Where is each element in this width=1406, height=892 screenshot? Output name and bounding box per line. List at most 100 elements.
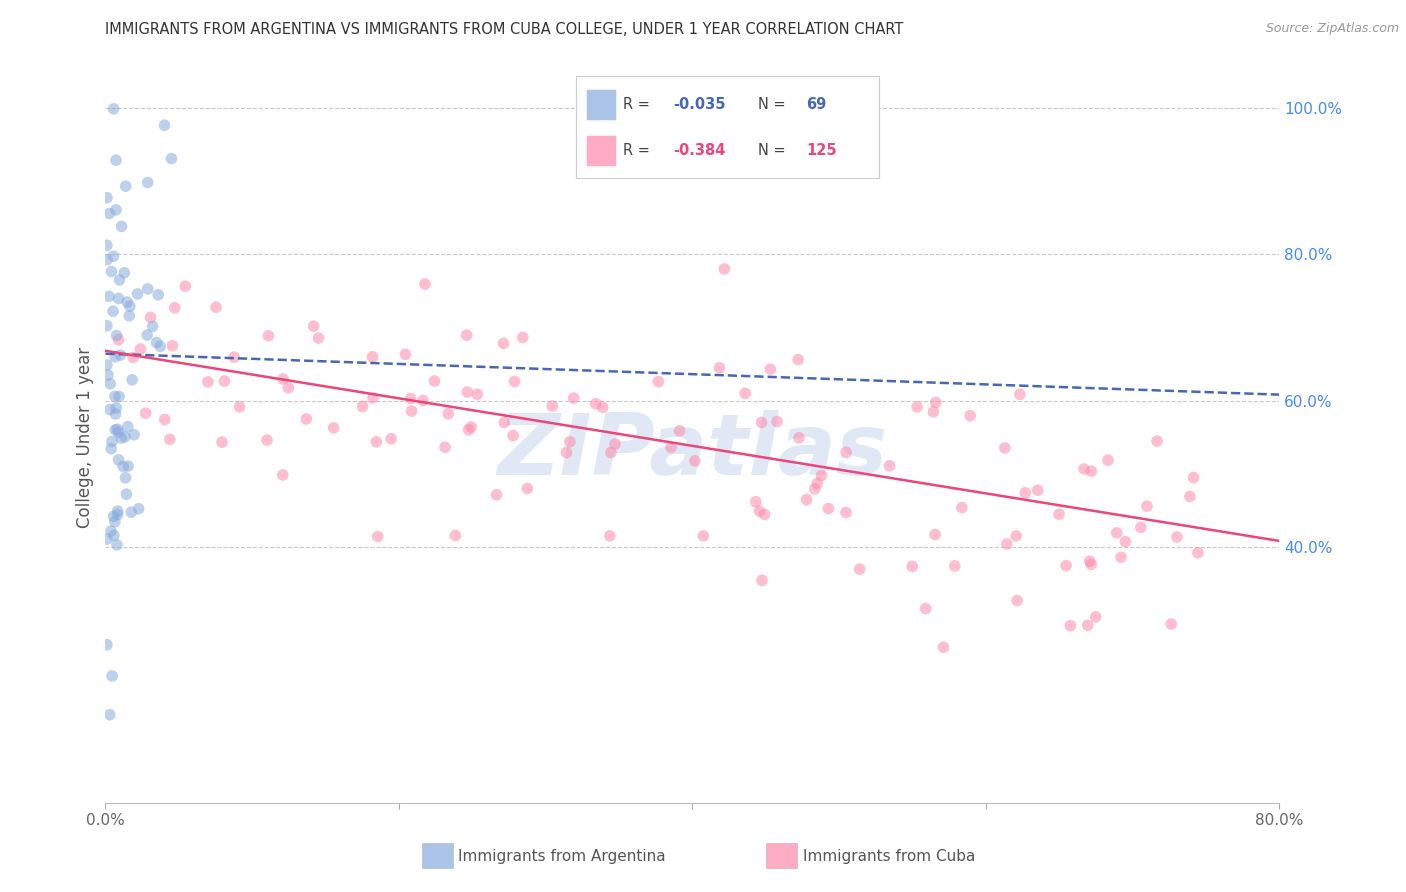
Point [502,428,524,442]
Point [129,342,152,356]
Point [117,419,139,434]
Point [105,202,128,217]
Point [995,537,1018,551]
Point [98,206,121,220]
Point [104,423,127,437]
Point [96,238,118,252]
Point [271,372,294,386]
Point [932,640,955,655]
Point [100,264,122,278]
Point [1105,525,1128,540]
Point [104,389,127,403]
Text: 125: 125 [806,144,837,158]
Point [110,219,132,234]
Point [96,252,118,267]
Point [114,179,136,194]
Point [835,506,858,520]
Point [98,707,121,722]
Point [1182,470,1205,484]
Point [412,393,434,408]
Point [105,401,128,415]
Point [924,527,946,541]
Point [135,406,157,420]
Point [1047,507,1070,521]
Point [96,358,118,372]
Point [136,328,159,343]
Point [114,430,136,444]
Point [512,330,534,344]
Point [136,176,159,190]
FancyBboxPatch shape [585,89,616,120]
Point [599,529,621,543]
Point [592,400,614,414]
Point [943,558,966,573]
Point [585,397,607,411]
Y-axis label: College, Under 1 year: College, Under 1 year [76,346,94,528]
Point [457,423,479,437]
Point [101,304,124,318]
Point [766,415,789,429]
Point [1136,499,1159,513]
Point [1129,520,1152,534]
Point [96,318,118,333]
Point [713,261,735,276]
Point [153,118,176,132]
Point [901,559,924,574]
Point [437,407,460,421]
Point [96,638,118,652]
Point [256,433,278,447]
Point [922,405,945,419]
Point [110,348,132,362]
Point [105,153,128,168]
Point [103,509,125,524]
Point [228,400,250,414]
Point [257,328,280,343]
Point [659,441,682,455]
Point [120,505,142,519]
Point [105,328,128,343]
Point [835,445,858,459]
Text: Immigrants from Cuba: Immigrants from Cuba [803,849,976,863]
Point [302,319,325,334]
Point [322,421,344,435]
Point [101,669,124,683]
Point [1146,434,1168,448]
Point [905,400,928,414]
Point [787,431,810,445]
Point [361,350,384,364]
Point [277,381,299,395]
Point [1073,462,1095,476]
Point [879,458,901,473]
Point [380,432,402,446]
Point [1054,558,1077,573]
Point [128,501,150,516]
Point [692,529,714,543]
Point [107,333,129,347]
Text: -0.384: -0.384 [673,144,725,158]
Point [950,500,973,515]
Point [108,390,131,404]
Point [205,300,228,314]
Point [100,524,122,538]
Text: 69: 69 [806,97,827,112]
Point [467,387,489,401]
Point [122,351,145,365]
Point [352,400,374,414]
Point [456,328,478,343]
Point [103,528,125,542]
Point [806,476,828,491]
Point [959,409,981,423]
Point [413,277,436,291]
Point [107,292,129,306]
Point [516,482,538,496]
Point [1114,534,1136,549]
Point [163,301,186,315]
Point [211,435,233,450]
Point [745,495,768,509]
Point [105,538,128,552]
Point [1005,529,1028,543]
Point [127,287,149,301]
Point [115,487,138,501]
Point [103,102,125,116]
Point [115,295,138,310]
